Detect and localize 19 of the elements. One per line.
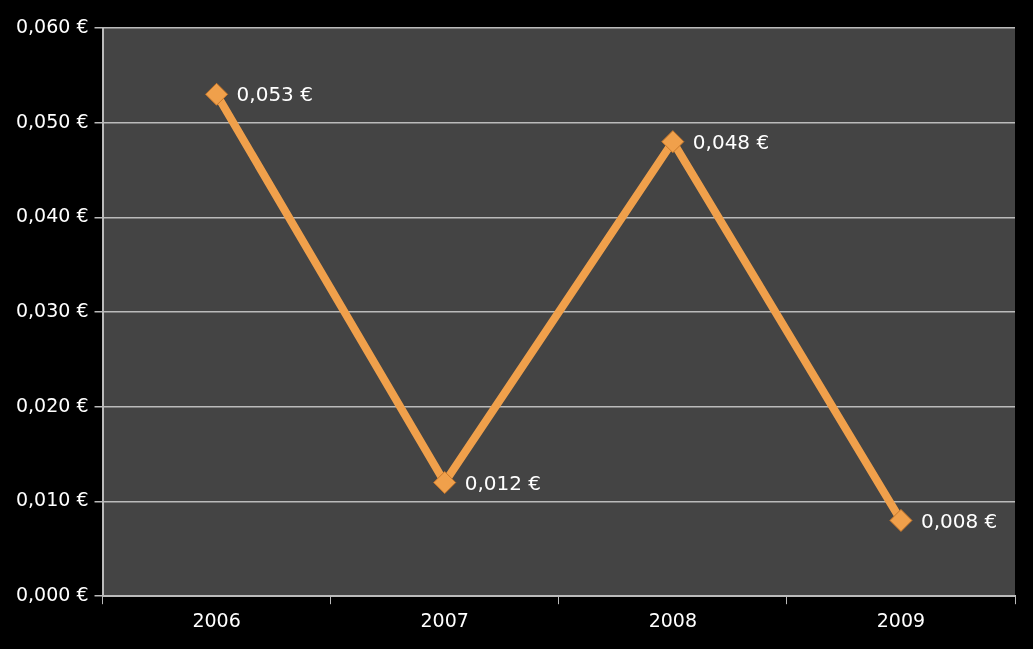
data-label: 0,008 € bbox=[920, 508, 998, 533]
y-tick-label: 0,050 € bbox=[15, 109, 89, 132]
x-tick-label: 2009 bbox=[876, 608, 926, 631]
y-tick-label: 0,000 € bbox=[15, 583, 89, 606]
data-label: 0,048 € bbox=[692, 129, 770, 154]
data-label: 0,012 € bbox=[464, 470, 542, 495]
point bbox=[205, 82, 229, 106]
x-tick-label: 2007 bbox=[420, 608, 469, 631]
y-tick-label: 0,060 € bbox=[15, 14, 89, 37]
point bbox=[661, 130, 685, 154]
x-tick-label: 2006 bbox=[192, 608, 241, 631]
y-tick-label: 0,020 € bbox=[15, 393, 89, 416]
point bbox=[889, 508, 913, 532]
x-tick-label: 2008 bbox=[648, 608, 697, 631]
y-tick-label: 0,010 € bbox=[15, 488, 89, 511]
y-tick-label: 0,040 € bbox=[15, 204, 89, 227]
data-label: 0,053 € bbox=[236, 82, 313, 107]
point bbox=[433, 471, 457, 495]
y-tick-label: 0,030 € bbox=[15, 299, 89, 322]
